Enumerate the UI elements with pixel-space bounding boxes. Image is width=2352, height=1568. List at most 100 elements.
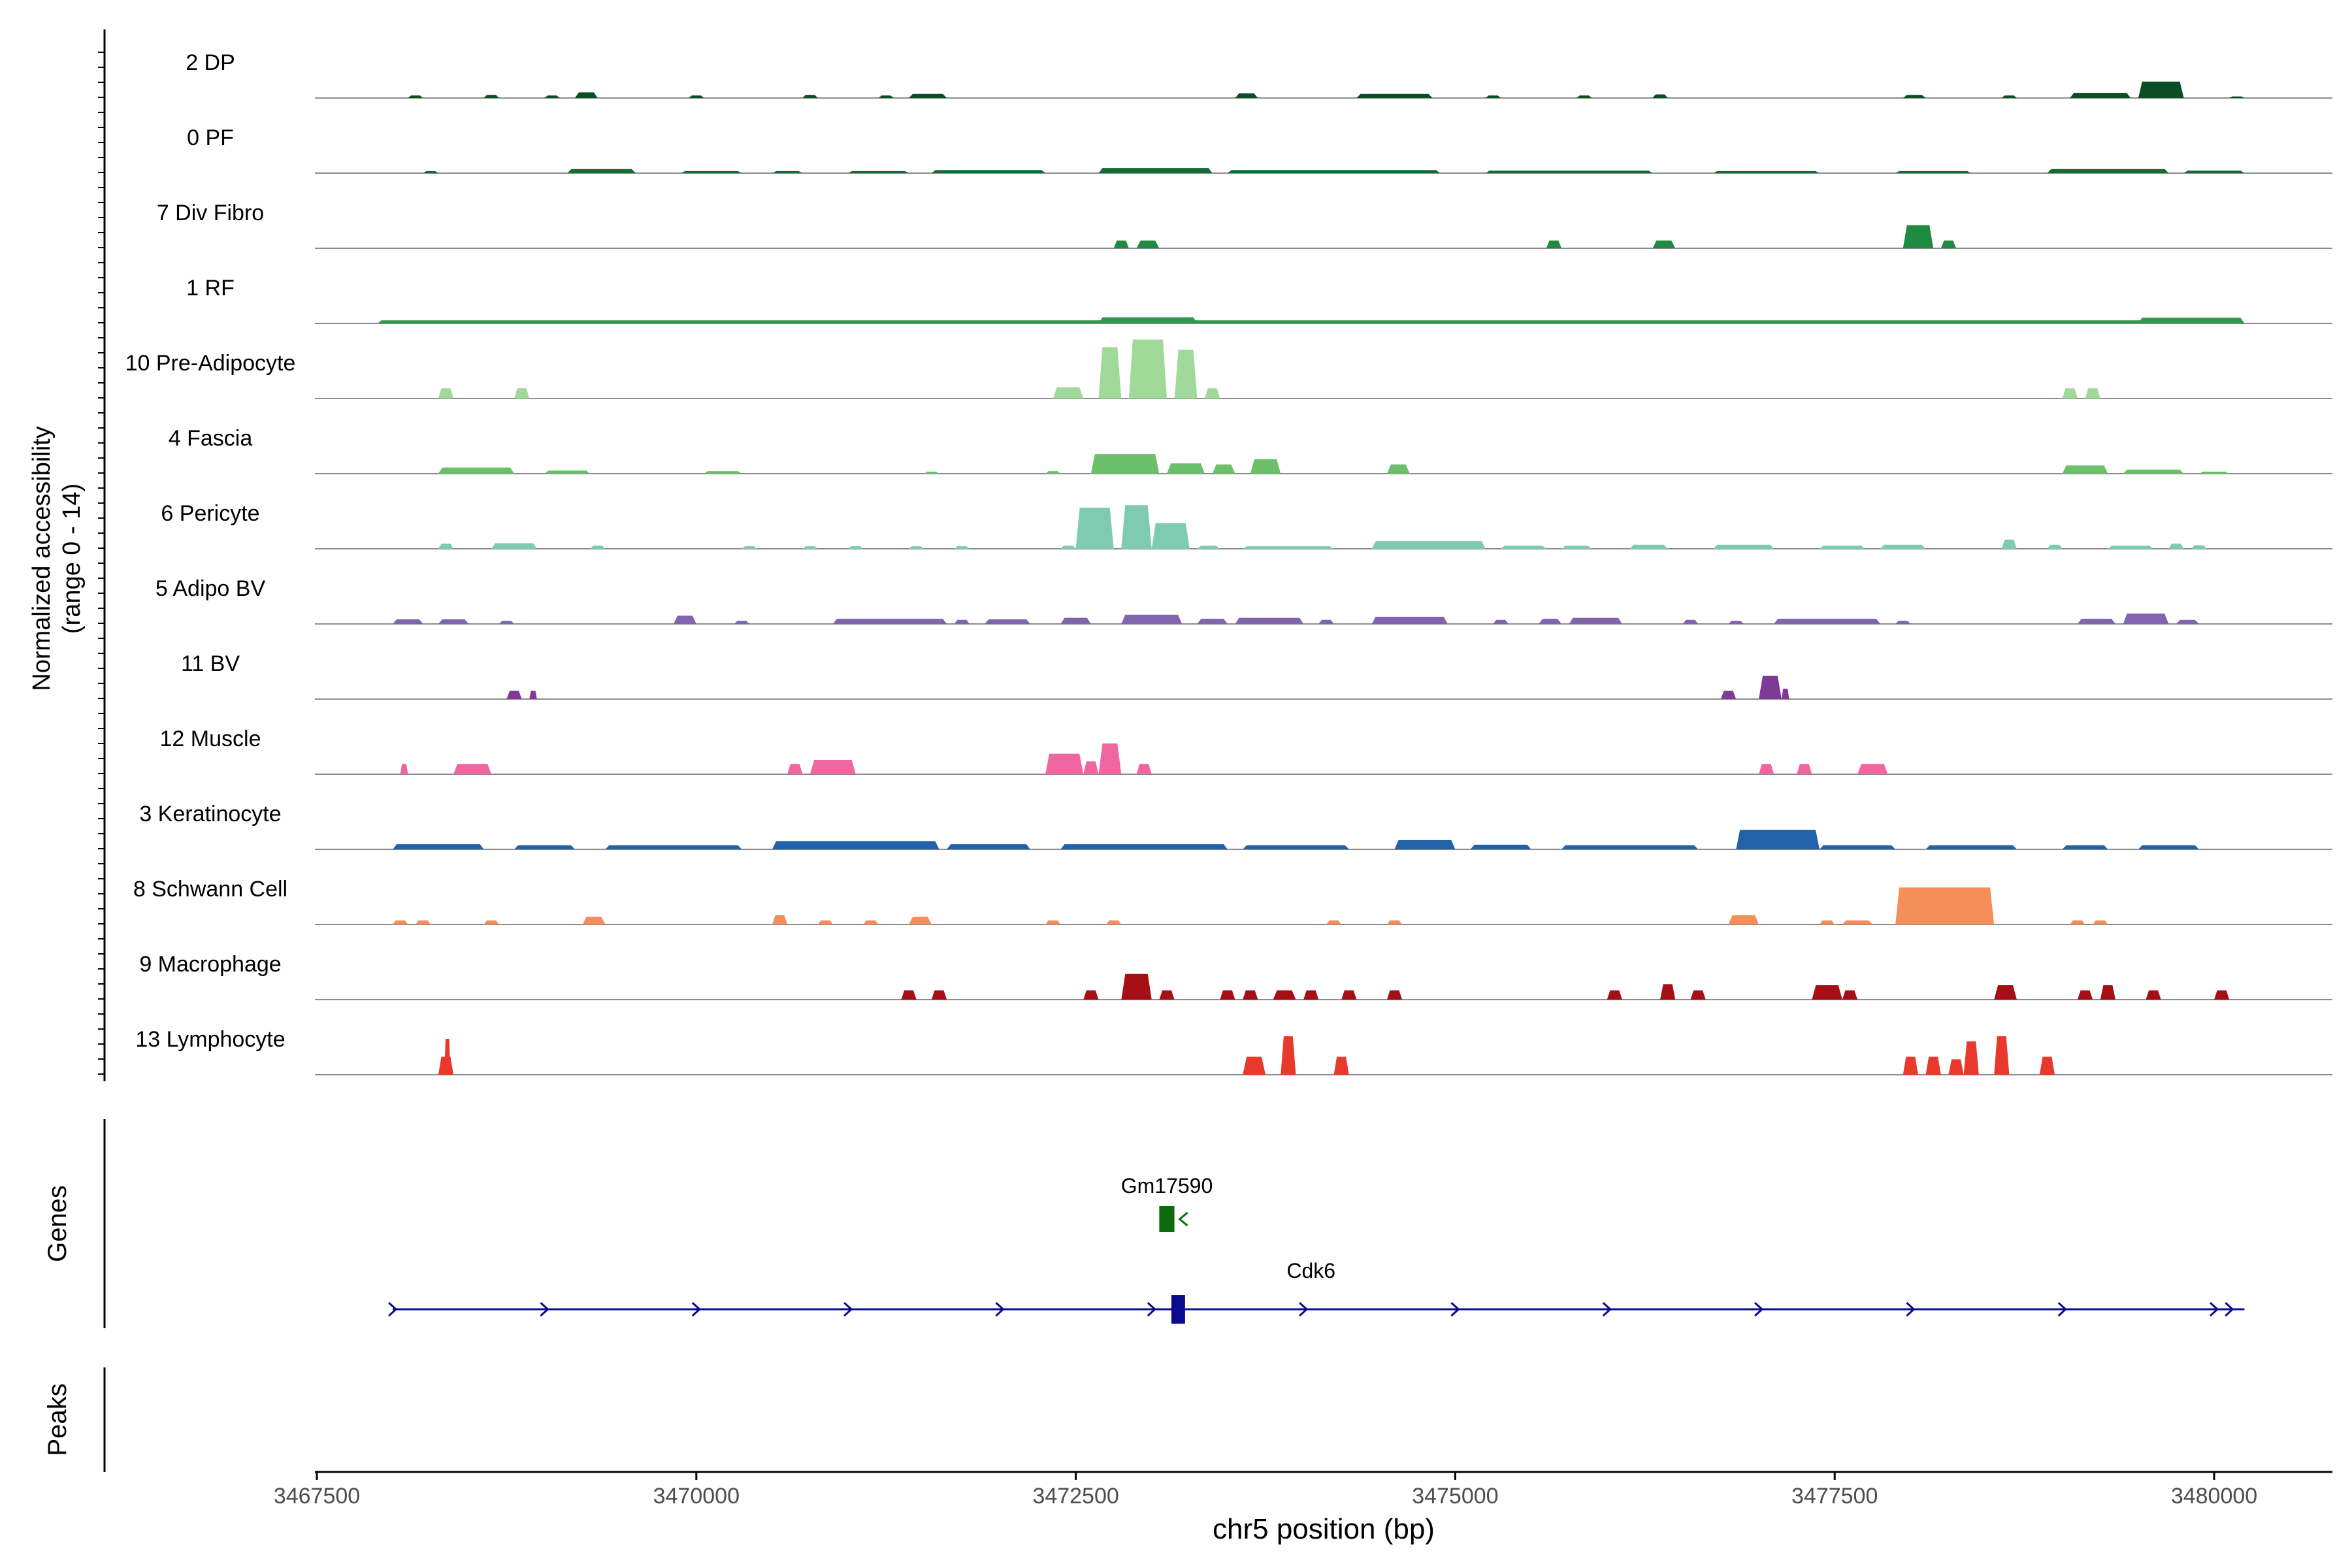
coverage-peak [1197, 619, 1228, 624]
coverage-peak [1561, 845, 1699, 849]
coverage-peak [689, 95, 704, 98]
coverage-peak [817, 920, 833, 924]
coverage-peak [1386, 920, 1403, 924]
coverage-peak [1303, 990, 1319, 1000]
coverage-peak [1121, 973, 1152, 1000]
coverage-peak [1690, 990, 1706, 1000]
coverage-peak [2093, 920, 2108, 924]
x-tick-label: 3480000 [2171, 1484, 2257, 1509]
coverage-peak [802, 95, 818, 98]
track-9: 11 BV [181, 651, 2332, 700]
coverage-peak [2100, 985, 2115, 1000]
strand-arrow [1602, 1301, 1612, 1317]
coverage-peak [2138, 318, 2245, 323]
coverage-peak [1197, 546, 1220, 549]
track-label: 8 Schwann Cell [133, 877, 287, 902]
x-axis: 3467500 3470000 3472500 3475000 3477500 34800… [274, 1471, 2332, 1509]
coverage-peak [1652, 94, 1668, 98]
coverage-peak [1759, 764, 1774, 774]
coverage-peak [2077, 619, 2115, 624]
coverage-peak [787, 764, 803, 774]
coverage-peak [1880, 544, 1926, 549]
track-label: 9 Macrophage [139, 952, 281, 977]
coverage-peak [483, 95, 499, 98]
coverage-peak [2070, 93, 2131, 98]
coverage-peak [863, 920, 879, 924]
track-4: 1 RF [186, 276, 2332, 324]
coverage-peak [1561, 546, 1592, 549]
strand-arrow [995, 1301, 1005, 1317]
coverage-peak [1812, 985, 1842, 1000]
coverage-peak [909, 93, 947, 98]
coverage-peak [1250, 459, 1281, 474]
coverage-peak [1940, 240, 1957, 248]
coverage-peak [1098, 347, 1122, 399]
track-label: 4 Fascia [169, 426, 253, 451]
coverage-peak [734, 621, 750, 624]
x-tick-label: 3467500 [274, 1484, 360, 1509]
coverage-peak [2138, 81, 2184, 98]
strand-arrow [2209, 1301, 2219, 1317]
coverage-peak [1925, 845, 2017, 849]
coverage-peak [1136, 764, 1152, 774]
coverage-peak [400, 764, 408, 774]
coverage-peak [491, 543, 537, 549]
coverage-peak [1075, 508, 1114, 549]
coverage-peak [2183, 171, 2245, 173]
coverage-peak [1166, 463, 1205, 474]
coverage-peak [2176, 619, 2199, 624]
coverage-peak [1819, 546, 1865, 549]
coverage-peak [1660, 984, 1676, 1000]
track-8: 5 Adipo BV [155, 576, 2332, 625]
y-axis-label: Normalized accessibility [28, 426, 56, 691]
coverage-peak [1857, 764, 1888, 774]
coverage-peak [498, 621, 515, 624]
coverage-peak [1341, 990, 1357, 1000]
coverage-peak [438, 619, 469, 624]
strand-arrow [2057, 1301, 2067, 1317]
track-label: 10 Pre-Adipocyte [125, 351, 296, 376]
peaks-label: Peaks [43, 1383, 72, 1456]
x-tick-label: 3475000 [1412, 1484, 1498, 1509]
coverage-peak [1113, 240, 1129, 248]
coverage-peak [772, 915, 788, 924]
coverage-peak [438, 467, 515, 474]
coverage-peak [393, 920, 408, 924]
track-12: 8 Schwann Cell [133, 877, 2332, 925]
coverage-peak [1797, 764, 1812, 774]
coverage-peak [1128, 339, 1167, 399]
coverage-peak [802, 546, 818, 549]
coverage-peak [453, 764, 492, 774]
coverage-peak [544, 95, 560, 98]
strand-arrow [1906, 1301, 1916, 1317]
coverage-peak [2077, 990, 2093, 1000]
strand-arrow [843, 1301, 853, 1317]
x-axis-label: chr5 position (bp) [1213, 1513, 1435, 1545]
coverage-peak [1925, 1056, 1941, 1075]
coverage-peak [1045, 920, 1061, 924]
coverage-peak [2062, 388, 2078, 399]
coverage-peak [931, 990, 947, 1000]
coverage-peak [1629, 544, 1668, 549]
track-13: 9 Macrophage [139, 952, 2332, 1000]
coverage-peak [1569, 617, 1622, 624]
coverage-peak [2214, 990, 2230, 1000]
coverage-peak [1994, 1036, 2010, 1075]
coverage-peak [514, 388, 530, 399]
coverage-peak [1371, 541, 1486, 549]
coverage-peak [931, 170, 1046, 173]
coverage-peak [742, 546, 757, 549]
coverage-peak [1994, 985, 2017, 1000]
coverage-peak [848, 546, 864, 549]
coverage-peak [1098, 168, 1213, 173]
coverage-peak [1895, 171, 1972, 173]
coverage-peak [1759, 676, 1782, 699]
coverage-peak [1106, 920, 1122, 924]
coverage-peak [408, 95, 423, 98]
coverage-peak [1736, 830, 1820, 849]
coverage-peak [704, 471, 742, 474]
coverage-peak [2062, 845, 2108, 849]
coverage-peak [909, 917, 932, 924]
gene-exon [1159, 1206, 1175, 1232]
strand-arrow [1178, 1211, 1188, 1227]
